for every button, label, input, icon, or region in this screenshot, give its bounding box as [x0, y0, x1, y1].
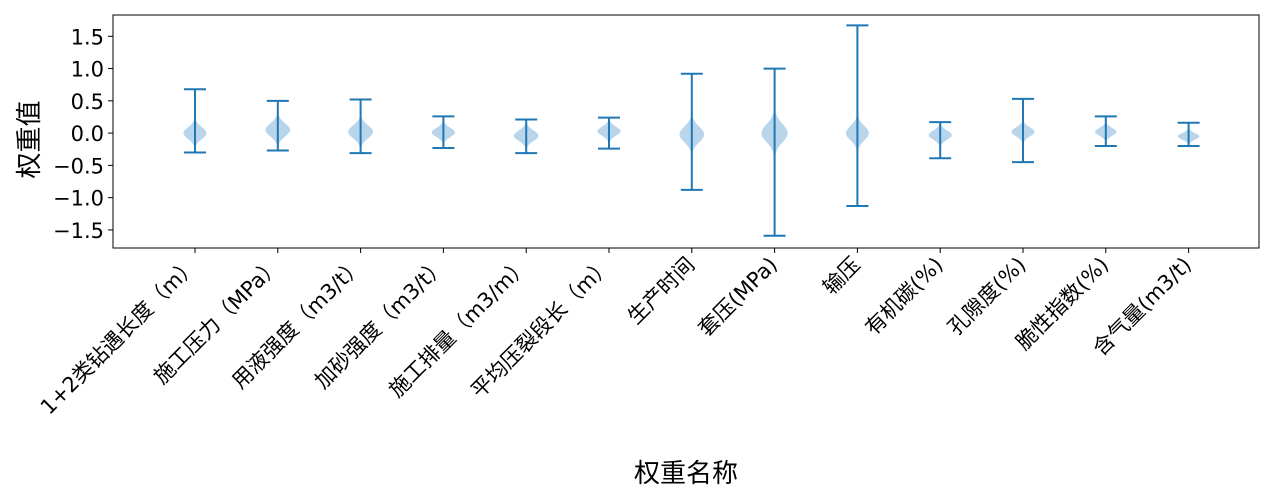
x-axis-title: 权重名称	[634, 459, 738, 489]
y-tick-label: −1.5	[53, 219, 104, 243]
y-tick-label: −0.5	[53, 154, 104, 178]
x-tick-label: 施工排量（m3/m）	[384, 253, 533, 402]
y-axis-title: 权重值	[15, 100, 45, 178]
y-tick-label: 0.0	[71, 122, 104, 146]
x-tick-label: 平均压裂段长（m）	[466, 253, 616, 403]
x-tick-label: 生产时间	[623, 253, 699, 329]
plot-area-frame	[112, 14, 1260, 249]
x-axis: 1+2类钻遇长度（m）施工压力（MPa）用液强度（m3/t）加砂强度（m3/t）…	[36, 248, 1196, 419]
x-tick-label: 输压	[818, 253, 865, 300]
y-tick-label: 1.5	[71, 25, 104, 49]
y-tick-label: 0.5	[71, 90, 104, 114]
y-tick-label: 1.0	[71, 58, 104, 82]
whisker-layer	[184, 24, 1200, 237]
x-tick-label: 套压(MPa)	[694, 253, 782, 341]
x-tick-label: 1+2类钻遇长度（m）	[36, 253, 203, 420]
y-tick-label: −1.0	[53, 187, 104, 211]
y-axis: 1.5 1.0 0.5 0.0 −0.5 −1.0 −1.5	[53, 25, 113, 243]
x-tick-label: 有机碳(%)	[861, 253, 948, 340]
x-tick-label: 孔隙度(%)	[943, 253, 1030, 340]
